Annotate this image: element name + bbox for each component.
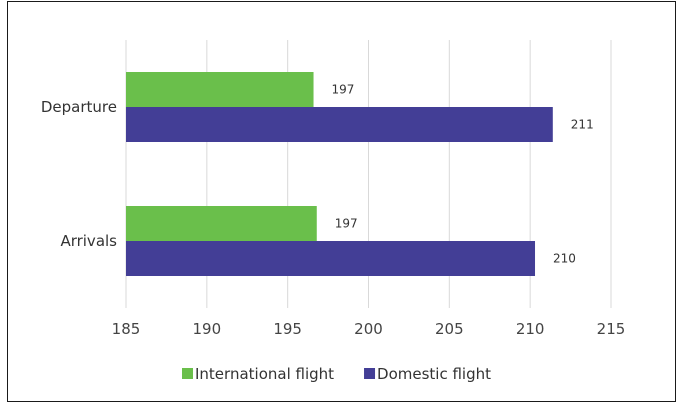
legend-swatch-domestic-flight	[364, 368, 375, 379]
bar-departure-domestic-flight	[126, 107, 553, 142]
data-label: 210	[553, 252, 576, 266]
bar-arrivals-international-flight	[126, 206, 317, 241]
legend-label-international-flight: International flight	[195, 365, 334, 383]
x-tick-label: 190	[193, 320, 222, 338]
legend-swatch-international-flight	[182, 368, 193, 379]
category-label: Arrivals	[60, 232, 117, 250]
x-tick-label: 195	[273, 320, 302, 338]
bar-chart: 185 190 195 200 205 210 215 197 211 Departure 197 2…	[8, 2, 675, 401]
chart-frame: 185 190 195 200 205 210 215 197 211 Departure 197 2…	[7, 1, 676, 402]
x-tick-label: 200	[354, 320, 383, 338]
bar-departure-international-flight	[126, 72, 314, 107]
x-tick-label: 210	[516, 320, 545, 338]
data-label: 197	[332, 83, 355, 97]
data-label: 211	[571, 118, 594, 132]
x-tick-label: 215	[597, 320, 626, 338]
data-label: 197	[335, 217, 358, 231]
x-tick-label: 205	[435, 320, 464, 338]
category-label: Departure	[41, 98, 117, 116]
legend-label-domestic-flight: Domestic flight	[377, 365, 491, 383]
x-tick-label: 185	[112, 320, 141, 338]
bar-arrivals-domestic-flight	[126, 241, 535, 276]
